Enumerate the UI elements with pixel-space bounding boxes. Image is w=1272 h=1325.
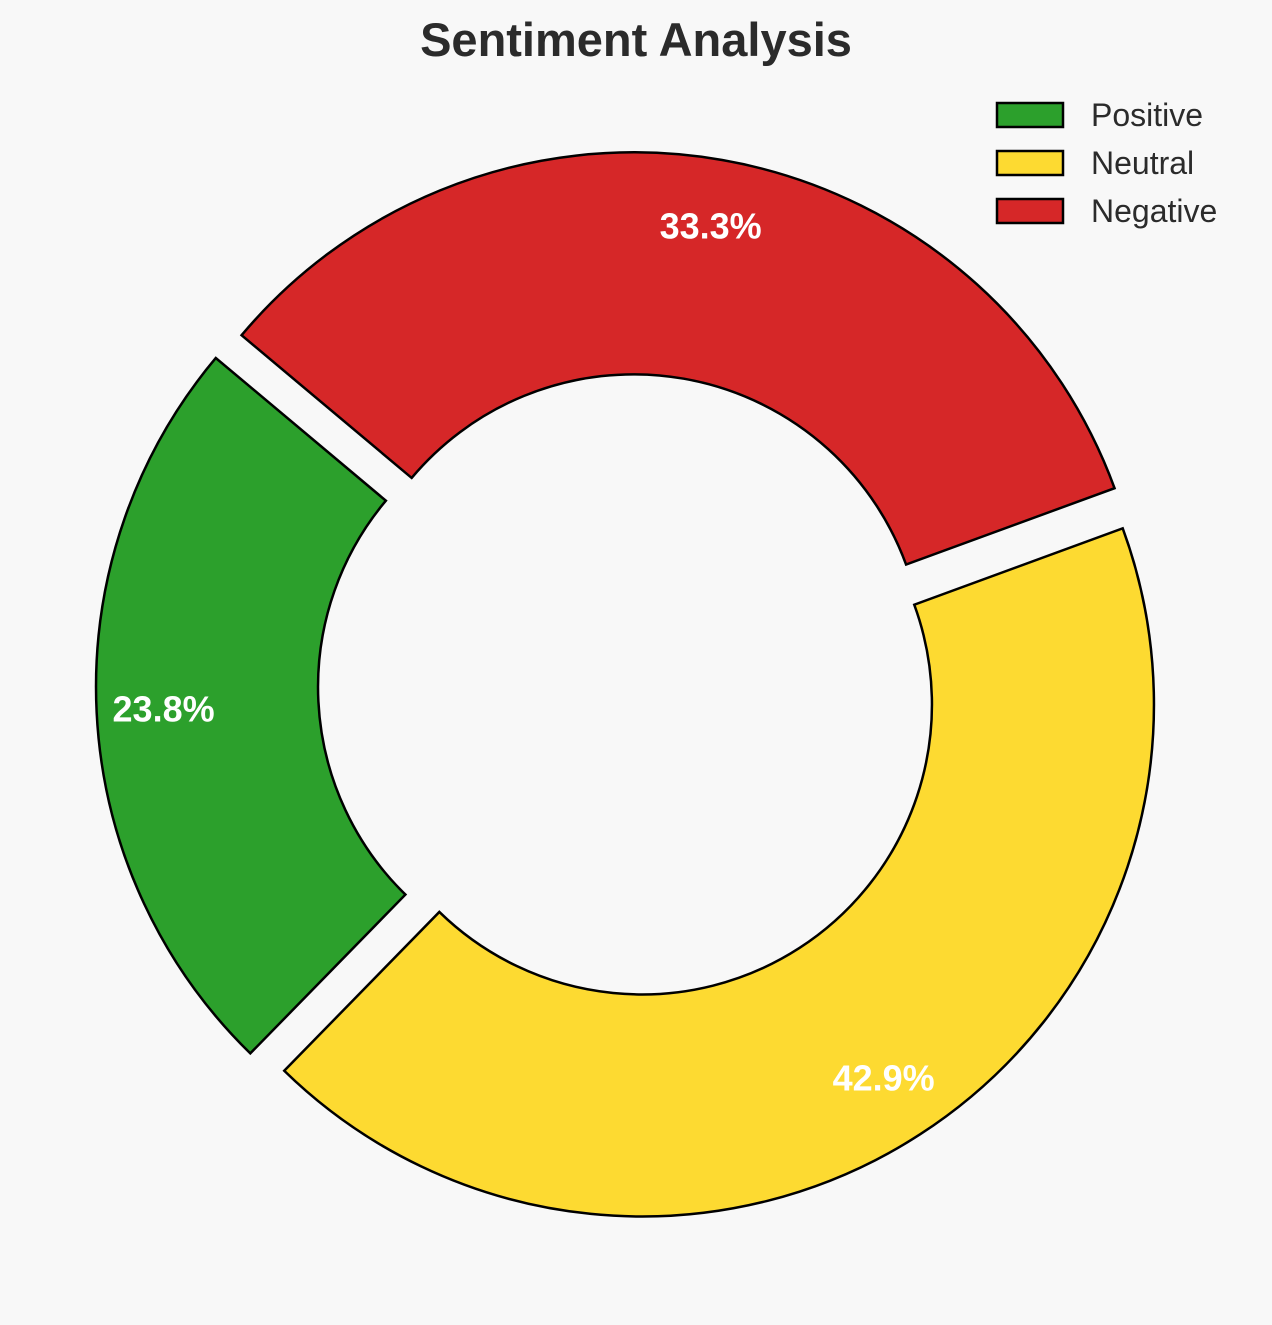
slice-positive <box>94 356 408 1056</box>
legend-swatch-neutral <box>995 149 1065 177</box>
slice-labels-group: 23.8% 42.9% 33.3% <box>113 206 935 1099</box>
legend-label-positive: Positive <box>1091 97 1203 133</box>
slices-group <box>94 151 1156 1218</box>
legend-label-neutral: Neutral <box>1091 145 1194 181</box>
slice-negative <box>239 151 1117 567</box>
chart-title: Sentiment Analysis <box>420 13 852 66</box>
slice-label-neutral: 42.9% <box>833 1058 935 1099</box>
legend-swatch-positive <box>995 101 1065 129</box>
legend: Positive Neutral Negative <box>995 97 1217 229</box>
legend-label-negative: Negative <box>1091 193 1217 229</box>
slice-label-positive: 23.8% <box>113 689 215 730</box>
legend-swatch-negative <box>995 197 1065 225</box>
slice-neutral <box>282 526 1156 1218</box>
slice-label-negative: 33.3% <box>660 206 762 247</box>
